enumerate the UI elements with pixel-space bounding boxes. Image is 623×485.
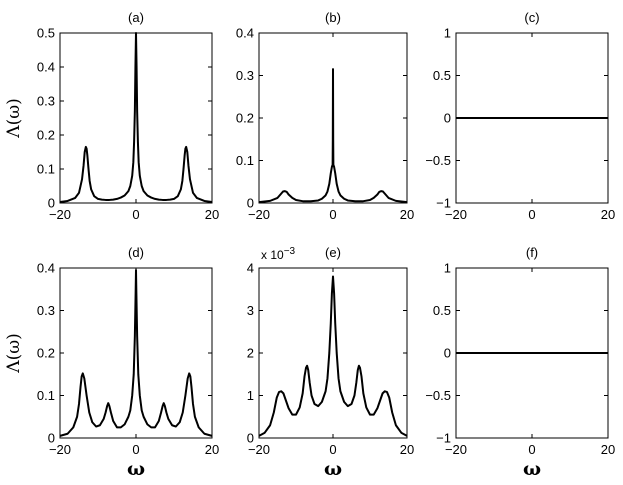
panel-d-ytick-label-3: 0.3 <box>37 303 55 318</box>
panel-c-ytick-label-0: −1 <box>436 196 451 211</box>
panel-f-title: (f) <box>526 245 538 260</box>
panel-b-series-0-line <box>258 68 408 204</box>
panel-b-xtick-label-1: 0 <box>329 207 336 222</box>
panel-c-ytick-label-2: 0 <box>444 111 451 126</box>
panel-d-ytick-label-4: 0.4 <box>37 261 55 276</box>
panel-b-ytick-label-4: 0.4 <box>236 26 254 41</box>
panel-b-xtick-label-0: −20 <box>248 207 270 222</box>
panel-f-ytick-label-1: −0.5 <box>425 388 451 403</box>
panel-a-ytick-label-5: 0.5 <box>37 26 55 41</box>
panel-b-ytick-label-1: 0.1 <box>236 153 254 168</box>
panel-c-ytick-label-1: −0.5 <box>425 153 451 168</box>
panel-e-ytick-label-3: 3 <box>247 303 254 318</box>
panel-e-frame <box>258 267 408 439</box>
panel-f-xtick-label-1: 0 <box>528 442 535 457</box>
panel-a-ytick-label-4: 0.4 <box>37 60 55 75</box>
panel-f-xtick-label-0: −20 <box>445 442 467 457</box>
panel-a-series-0-line <box>59 32 213 203</box>
panel-e-ytick-label-2: 2 <box>247 346 254 361</box>
panel-a-ytick-label-3: 0.3 <box>37 94 55 109</box>
panel-e-xlabel: ω <box>324 458 342 480</box>
panel-a-xtick-label-1: 0 <box>132 207 139 222</box>
panel-a-xtick-label-2: 20 <box>205 207 219 222</box>
panel-c-ytick-label-3: 0.5 <box>433 68 451 83</box>
panel-e-xtick-label-1: 0 <box>329 442 336 457</box>
panel-e-ytick-label-1: 1 <box>247 388 254 403</box>
panel-a-ylabel: Λ(ω) <box>4 98 24 138</box>
panel-b-title: (b) <box>325 10 341 25</box>
panel-a-ytick-label-1: 0.1 <box>37 162 55 177</box>
panel-d-ytick-label-1: 0.1 <box>37 388 55 403</box>
panel-a-ytick-label-0: 0 <box>48 196 55 211</box>
panel-d-xtick-label-0: −20 <box>49 442 71 457</box>
panel-e-xtick-label-2: 20 <box>400 442 414 457</box>
panel-d-ylabel: Λ(ω) <box>4 333 24 373</box>
panel-d-ytick-label-0: 0 <box>48 431 55 446</box>
panel-d-ytick-label-2: 0.2 <box>37 346 55 361</box>
panel-a-xtick-label-0: −20 <box>49 207 71 222</box>
panel-f-xtick-label-2: 20 <box>601 442 615 457</box>
panel-e-scale-label: x 10−3 <box>261 246 296 262</box>
panel-f-ytick-label-0: −1 <box>436 431 451 446</box>
panel-b-ytick-label-2: 0.2 <box>236 111 254 126</box>
panel-d-xlabel: ω <box>127 458 145 480</box>
panel-e-series-0-line <box>258 275 408 437</box>
panel-f-ytick-label-4: 1 <box>444 261 451 276</box>
panel-f: −20 0 20 −1 −0.5 0 0.5 1 (f) ω <box>425 245 615 480</box>
panel-e-xtick-label-0: −20 <box>248 442 270 457</box>
panel-e-scale-exponent: −3 <box>284 246 296 257</box>
panel-b-xtick-label-2: 20 <box>400 207 414 222</box>
panel-a-ytick-label-2: 0.2 <box>37 128 55 143</box>
panel-e-ytick-label-0: 0 <box>247 431 254 446</box>
panel-b-ytick-label-3: 0.3 <box>236 68 254 83</box>
panel-d-xtick-label-2: 20 <box>205 442 219 457</box>
panel-a-title: (a) <box>128 10 144 25</box>
panel-d-series-0-line <box>59 269 213 437</box>
panel-c-xtick-label-1: 0 <box>528 207 535 222</box>
panel-d-title: (d) <box>128 245 144 260</box>
panel-c-ytick-label-4: 1 <box>444 26 451 41</box>
panel-b-ytick-label-0: 0 <box>247 196 254 211</box>
panel-f-xlabel: ω <box>523 458 541 480</box>
panel-c: −20 0 20 −1 −0.5 0 0.5 1 (c) <box>425 10 615 222</box>
panel-f-ytick-label-2: 0 <box>444 346 451 361</box>
panel-c-xtick-label-2: 20 <box>601 207 615 222</box>
panel-c-title: (c) <box>524 10 539 25</box>
panel-e-ytick-label-4: 4 <box>247 261 254 276</box>
panel-e-title: (e) <box>325 245 341 260</box>
panel-f-ytick-label-3: 0.5 <box>433 303 451 318</box>
panel-d-xtick-label-1: 0 <box>132 442 139 457</box>
panel-c-xtick-label-0: −20 <box>445 207 467 222</box>
